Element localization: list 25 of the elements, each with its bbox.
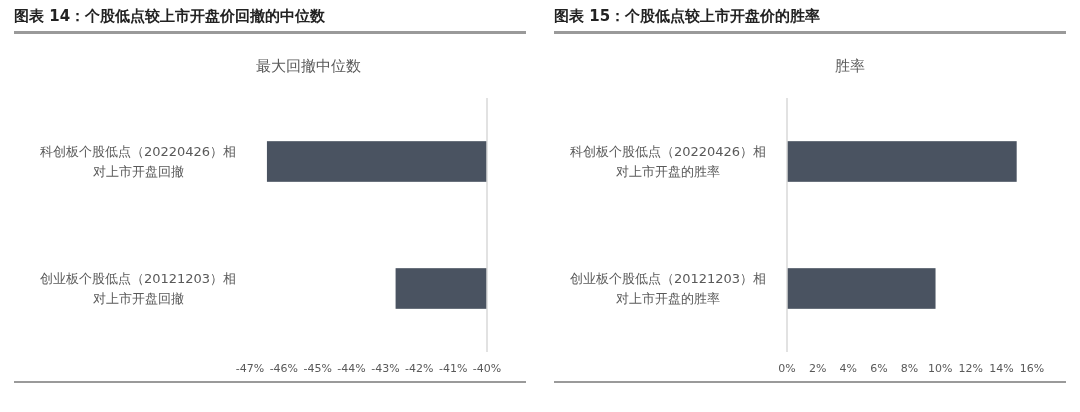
y-tick-label: 科创板个股低点（20220426）相对上市开盘的胜率	[569, 143, 767, 179]
x-tick-label: -45%	[303, 362, 332, 375]
x-tick-label: 16%	[1019, 362, 1045, 375]
x-tick-label: 10%	[927, 362, 953, 375]
x-tick-label: 4%	[839, 362, 857, 375]
x-tick-label: 14%	[989, 362, 1014, 375]
x-tick-label: -41%	[438, 362, 468, 375]
x-tick-label: -46%	[269, 362, 299, 375]
y-tick-label: 创业板个股低点（20121203）相对上市开盘的胜率	[569, 270, 767, 306]
y-tick-label: 创业板个股低点（20121203）相对上市开盘回撤	[39, 270, 237, 306]
chart-title: 图表 14：个股低点较上市开盘价回撤的中位数	[14, 7, 327, 25]
x-tick-label: -43%	[371, 362, 400, 375]
x-tick-label: 2%	[808, 362, 827, 375]
y-tick-label: 科创板个股低点（20220426）相对上市开盘回撤	[39, 143, 237, 179]
x-tick-label: 12%	[958, 362, 983, 375]
x-tick-label: 8%	[900, 362, 919, 375]
x-tick-label: 0%	[778, 362, 796, 375]
x-tick-label: -42%	[405, 362, 434, 375]
x-tick-label: 6%	[870, 362, 888, 375]
chart-subtitle: 胜率	[834, 57, 865, 75]
x-tick-label: -47%	[235, 362, 265, 375]
chart-title: 图表 15：个股低点较上市开盘价的胜率	[554, 7, 821, 25]
chart-subtitle: 最大回撤中位数	[256, 57, 361, 75]
x-tick-label: -44%	[337, 362, 366, 375]
x-tick-label: -40%	[472, 362, 502, 375]
